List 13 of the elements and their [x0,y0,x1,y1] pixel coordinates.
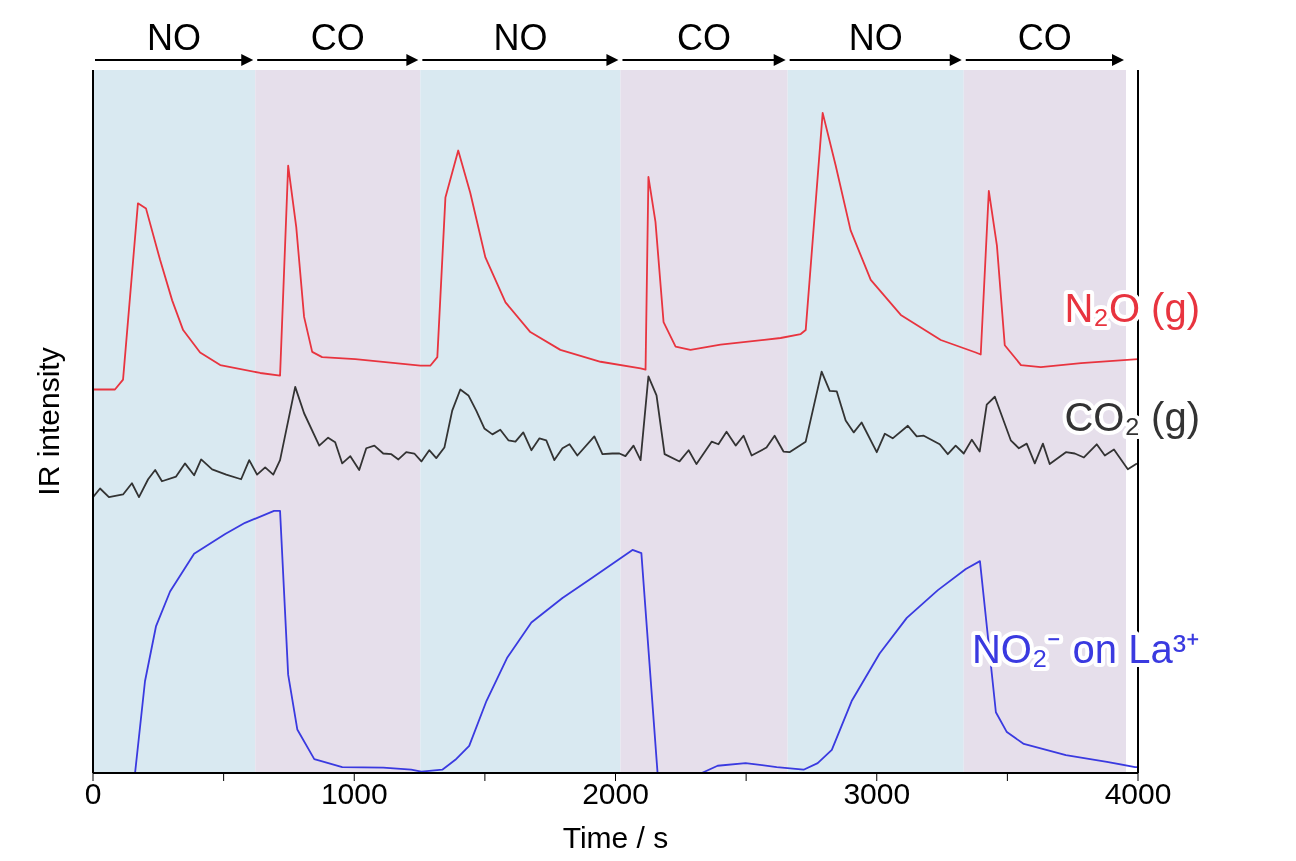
band-label: CO [310,17,365,58]
x-tick-label: 4000 [1104,777,1172,811]
band-label: NO [147,17,202,58]
band-label: CO [677,17,732,58]
x-tick-label: 0 [84,777,102,811]
band-label: CO [1017,17,1072,58]
x-tick-label: 1000 [320,777,388,811]
band-label: NO [848,17,903,58]
y-axis-title: IR intensity [31,347,65,496]
x-tick-label: 2000 [582,777,649,811]
band-label: NO [493,17,548,58]
x-tick-label: 3000 [843,777,911,811]
x-axis-title: Time / s [562,821,669,854]
